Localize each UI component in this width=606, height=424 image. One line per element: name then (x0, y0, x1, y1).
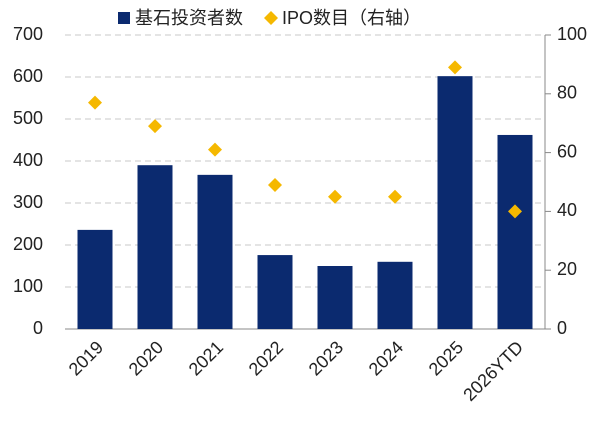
bar (77, 229, 113, 329)
y2-tick-label: 60 (557, 141, 577, 161)
y2-tick-label: 0 (557, 318, 567, 338)
y-tick-label: 600 (13, 66, 43, 86)
bar (377, 261, 413, 329)
diamond-marker (208, 142, 222, 157)
y-tick-label: 300 (13, 192, 43, 212)
x-tick-label: 2023 (305, 337, 347, 379)
x-tick-label: 2024 (365, 337, 407, 379)
x-tick-label: 2026YTD (459, 337, 527, 405)
bar (197, 174, 233, 329)
legend-label: 基石投资者数 (135, 8, 243, 28)
legend-swatch (264, 11, 278, 25)
y-tick-label: 400 (13, 150, 43, 170)
x-tick-label: 2019 (65, 337, 107, 379)
y-tick-label: 200 (13, 234, 43, 254)
y2-tick-label: 40 (557, 200, 577, 220)
y-tick-label: 100 (13, 276, 43, 296)
x-tick-label: 2020 (125, 337, 167, 379)
y-tick-label: 500 (13, 108, 43, 128)
y2-tick-label: 80 (557, 83, 577, 103)
y-tick-label: 0 (33, 318, 43, 338)
diamond-marker (328, 189, 342, 204)
diamond-marker (268, 177, 282, 192)
bar (137, 165, 173, 329)
y-tick-label: 700 (13, 24, 43, 44)
bar (317, 266, 353, 329)
y2-tick-label: 100 (557, 24, 587, 44)
y2-tick-label: 20 (557, 259, 577, 279)
diamond-marker (88, 95, 102, 110)
legend-label: IPO数目（右轴） (282, 8, 421, 28)
x-tick-label: 2025 (425, 337, 467, 379)
x-tick-label: 2022 (245, 337, 287, 379)
bar (257, 255, 293, 329)
diamond-marker (508, 204, 522, 219)
bar (437, 76, 473, 329)
bar (497, 134, 533, 329)
diamond-marker (148, 119, 162, 134)
legend-swatch (118, 12, 130, 24)
x-tick-label: 2021 (185, 337, 227, 379)
diamond-marker (448, 60, 462, 75)
diamond-marker (388, 189, 402, 204)
